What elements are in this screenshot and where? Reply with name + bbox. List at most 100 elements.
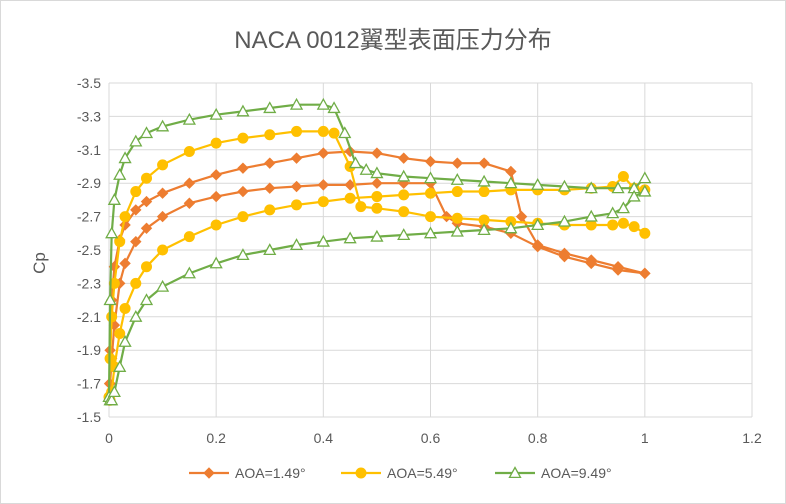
y-tick-label: -3.1 — [77, 142, 101, 158]
gridlines — [108, 82, 753, 418]
data-point — [291, 125, 303, 137]
legend-label: AOA=1.49° — [235, 465, 306, 481]
y-axis-title: Cp — [30, 252, 49, 274]
data-point — [210, 219, 222, 231]
data-point — [103, 293, 117, 306]
data-point — [118, 335, 132, 347]
data-point — [183, 231, 195, 243]
legend: AOA=1.49° AOA=5.49° AOA=9.49° — [189, 465, 612, 481]
data-point — [263, 243, 277, 256]
data-point — [557, 214, 572, 227]
data-point — [209, 107, 223, 120]
data-point — [612, 264, 624, 276]
data-point — [370, 229, 384, 242]
data-point — [236, 104, 250, 117]
data-point — [355, 201, 367, 213]
data-point — [584, 181, 598, 194]
data-point — [119, 257, 131, 270]
data-point — [316, 97, 330, 110]
data-point — [617, 171, 629, 183]
data-point — [611, 181, 625, 194]
x-tick-label: 1 — [641, 430, 649, 446]
data-point — [113, 360, 127, 372]
x-tick-label: 1.2 — [742, 430, 762, 446]
y-tick-label: -3.3 — [77, 108, 101, 124]
data-point — [119, 302, 131, 314]
data-point — [317, 147, 330, 159]
data-point — [291, 199, 303, 211]
data-point — [155, 279, 170, 292]
data-point — [114, 328, 126, 339]
data-point — [182, 112, 196, 125]
data-point — [210, 169, 222, 181]
x-tick-label: 0 — [105, 430, 113, 446]
data-point — [424, 155, 437, 168]
legend-item-1: AOA=1.49° — [189, 465, 306, 481]
data-point — [237, 211, 249, 223]
data-point — [130, 204, 142, 216]
data-point — [182, 266, 196, 279]
data-point — [450, 224, 464, 237]
data-point — [558, 250, 571, 263]
data-point — [157, 159, 169, 171]
data-point — [130, 235, 142, 248]
data-point — [263, 101, 277, 114]
data-point — [183, 177, 196, 189]
data-point — [327, 101, 341, 114]
legend-marker-icon — [355, 467, 367, 479]
data-point — [584, 209, 598, 222]
x-tick-label: 0.2 — [206, 430, 226, 446]
data-point — [107, 193, 121, 205]
data-point — [183, 197, 196, 209]
data-point — [371, 147, 383, 159]
data-point — [343, 231, 357, 244]
data-point — [264, 129, 276, 141]
data-point — [617, 217, 629, 229]
data-point — [264, 157, 276, 169]
y-tick-label: -2.7 — [77, 209, 101, 225]
legend-item-2: AOA=5.49° — [341, 465, 458, 481]
legend-marker-icon — [508, 466, 522, 479]
legend-label: AOA=9.49° — [541, 465, 612, 481]
data-point — [156, 210, 169, 223]
data-point — [129, 309, 143, 322]
x-tick-label: 0.8 — [528, 430, 548, 446]
data-point — [317, 125, 329, 137]
data-point — [106, 311, 118, 323]
y-tick-label: -1.7 — [77, 376, 101, 392]
data-point — [156, 187, 169, 199]
data-point — [114, 236, 126, 248]
data-point — [237, 132, 249, 144]
data-point — [289, 97, 304, 110]
data-point — [237, 162, 249, 174]
data-point — [105, 226, 119, 239]
data-point — [141, 261, 153, 273]
data-point — [451, 212, 463, 224]
data-point — [105, 393, 119, 406]
data-point — [557, 179, 572, 192]
series-3 — [102, 97, 652, 406]
data-point — [210, 190, 222, 203]
data-point — [290, 180, 303, 193]
data-point — [118, 151, 132, 164]
data-point — [140, 222, 153, 234]
data-point — [289, 238, 304, 251]
data-point — [371, 191, 383, 203]
y-tick-label: -1.5 — [77, 409, 101, 425]
data-point — [210, 137, 222, 149]
y-tick-label: -3.5 — [77, 75, 101, 91]
data-point — [607, 219, 619, 231]
data-point — [371, 177, 383, 189]
data-point — [423, 171, 438, 184]
data-point — [638, 184, 652, 197]
data-point — [627, 189, 641, 202]
data-point — [398, 206, 410, 218]
series-layer — [102, 97, 652, 407]
data-point — [290, 152, 303, 164]
data-point — [119, 211, 131, 223]
legend-marker-icon — [203, 467, 215, 479]
data-point — [478, 157, 490, 169]
data-point — [328, 127, 340, 139]
